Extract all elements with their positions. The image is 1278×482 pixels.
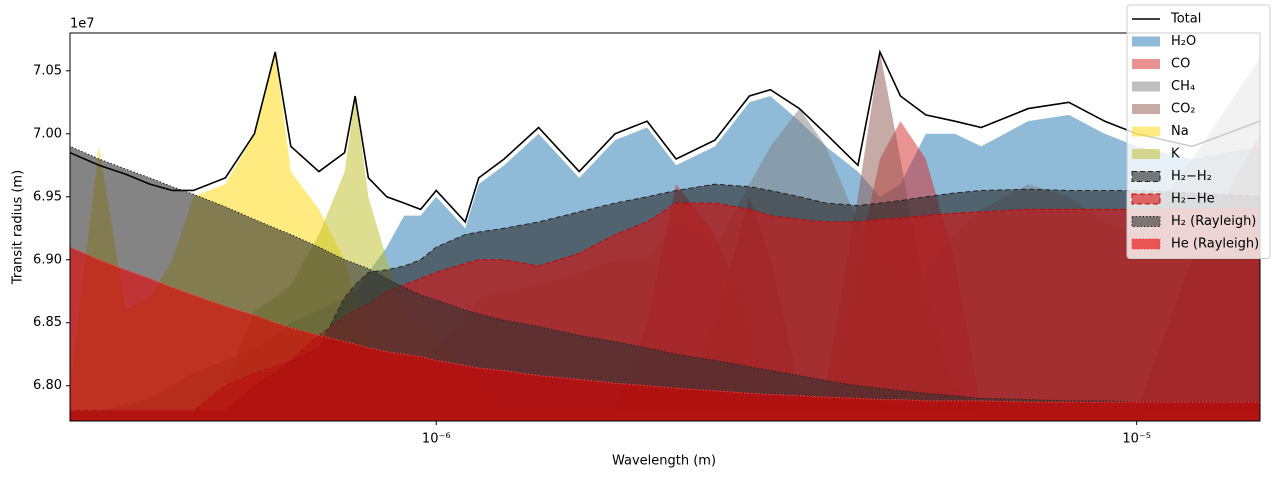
y-tick-label: 6.95 — [33, 189, 62, 204]
legend-label: H₂O — [1171, 34, 1196, 49]
legend-swatch — [1132, 36, 1160, 47]
legend-label: K — [1171, 147, 1180, 162]
legend-label: Total — [1170, 12, 1201, 27]
legend-label: CO₂ — [1171, 102, 1196, 117]
legend-label: H₂ (Rayleigh) — [1171, 214, 1256, 229]
legend-label: CO — [1171, 57, 1190, 72]
y-tick-label: 7.00 — [33, 126, 62, 141]
legend-label: H₂−H₂ — [1171, 169, 1212, 184]
legend-box — [1126, 4, 1271, 259]
legend-swatch — [1131, 193, 1161, 205]
legend-swatch — [1131, 171, 1161, 182]
area — [70, 246, 1260, 421]
legend-swatch — [1132, 104, 1160, 114]
legend-label: Na — [1171, 124, 1189, 139]
legend-swatch — [1131, 238, 1161, 250]
legend-label: He (Rayleigh) — [1171, 237, 1259, 252]
legend-swatch — [1132, 149, 1160, 159]
legend-swatch — [1132, 126, 1160, 137]
plot-area — [70, 49, 1260, 421]
y-axis-label: Transit radius (m) — [11, 170, 26, 285]
y-tick-label: 7.05 — [33, 63, 62, 78]
legend-label: H₂−He — [1171, 192, 1215, 207]
legend-label: CH₄ — [1171, 79, 1195, 94]
legend-swatch — [1131, 216, 1161, 227]
line — [70, 49, 1260, 224]
y-offset-label: 1e7 — [70, 17, 95, 32]
x-tick-label: 10⁻⁶ — [422, 432, 451, 447]
legend-swatch — [1132, 81, 1160, 92]
y-tick-label: 6.90 — [33, 252, 62, 267]
x-tick-label: 10⁻⁵ — [1122, 432, 1151, 447]
x-axis-label: Wavelength (m) — [612, 454, 716, 469]
legend-swatch — [1132, 59, 1160, 69]
y-tick-label: 6.80 — [33, 378, 62, 393]
y-tick-label: 6.85 — [33, 315, 62, 330]
